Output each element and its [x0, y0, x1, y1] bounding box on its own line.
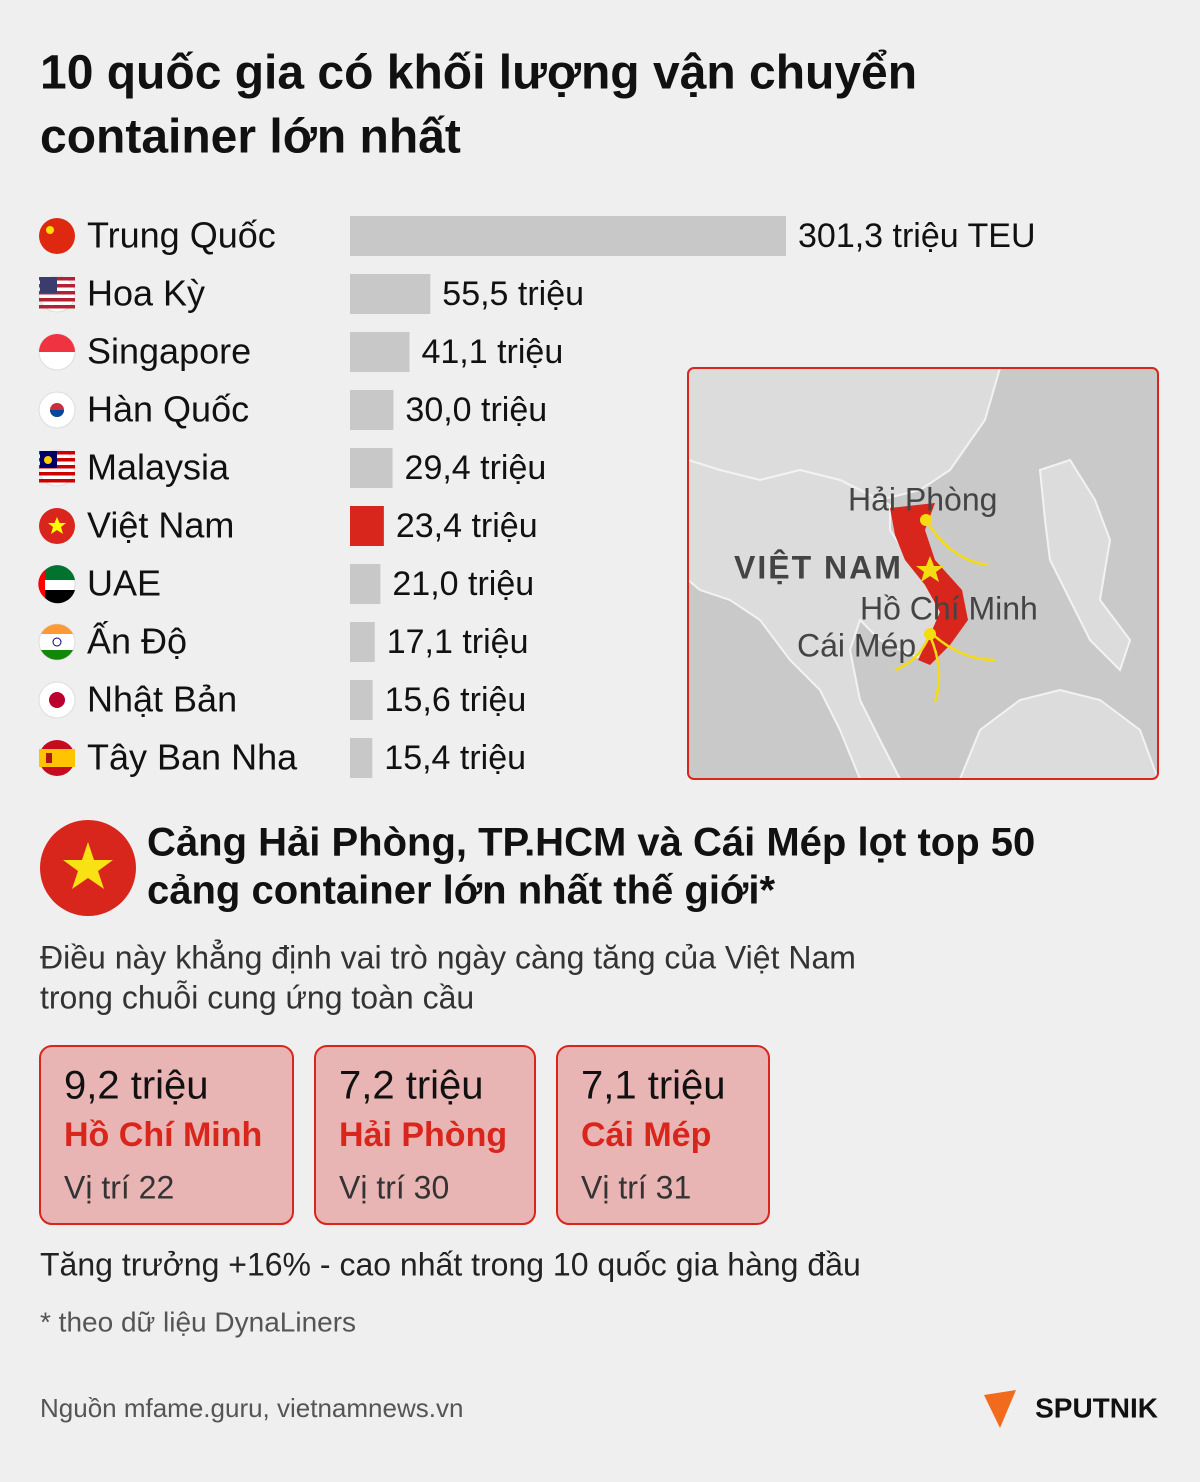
footnote: * theo dữ liệu DynaLiners: [40, 1306, 356, 1337]
category-label: Hoa Kỳ: [87, 273, 205, 314]
flag-icon: [38, 623, 76, 661]
map-land: [958, 688, 1158, 779]
value-label: 55,5 triệu: [442, 275, 584, 313]
flag: [39, 298, 75, 302]
value-label: 17,1 triệu: [387, 623, 529, 661]
value-label: 29,4 triệu: [405, 449, 547, 487]
value-label: 41,1 triệu: [421, 333, 563, 371]
flag: [41, 624, 73, 634]
value-label: 30,0 triệu: [405, 391, 547, 429]
port-rank: Vị trí 22: [64, 1169, 174, 1205]
port-name: Hồ Chí Minh: [64, 1116, 262, 1154]
flag: [45, 590, 75, 604]
flag: [44, 456, 52, 464]
logo: SPUTNIK: [1035, 1392, 1158, 1423]
title: 10 quốc gia có khối lượng vận chuyển: [40, 47, 917, 100]
flag: [39, 334, 75, 352]
flag: [39, 472, 75, 476]
value-label: 15,4 triệu: [384, 739, 526, 777]
port-name: Cái Mép: [581, 1116, 711, 1154]
callout-title: Cảng Hải Phòng, TP.HCM và Cái Mép lọt to…: [147, 821, 1035, 865]
bar: [350, 506, 384, 546]
port-name: Hải Phòng: [339, 1116, 507, 1154]
flag: [41, 650, 73, 660]
value-label: 301,3 triệu TEU: [798, 217, 1036, 255]
title: container lớn nhất: [40, 111, 461, 164]
port-card: [39, 1045, 294, 1225]
category-label: Việt Nam: [87, 505, 234, 546]
map-label: Cái Mép: [797, 627, 916, 663]
flag-icon: [38, 681, 76, 719]
map-markers: [916, 514, 944, 640]
map-land: [688, 458, 957, 779]
category-label: UAE: [87, 563, 161, 604]
category-label: Trung Quốc: [87, 215, 276, 256]
category-label: Malaysia: [87, 447, 230, 488]
category-label: Hàn Quốc: [87, 389, 249, 430]
category-label: Nhật Bản: [87, 679, 237, 720]
map-label: Hải Phòng: [848, 481, 997, 517]
flag: [49, 692, 65, 708]
callout-text: Điều này khẳng định vai trò ngày càng tă…: [40, 939, 856, 975]
port-volume: 7,2 triệu: [339, 1064, 484, 1108]
category-label: Tây Ban Nha: [87, 737, 298, 778]
flag: [39, 218, 75, 254]
port-card: [314, 1045, 536, 1225]
flag: [39, 305, 75, 309]
port-rank: Vị trí 30: [339, 1169, 449, 1205]
map-land: [1038, 458, 1132, 672]
bar: [350, 390, 394, 430]
map-label: Hồ Chí Minh: [860, 590, 1038, 626]
port-rank: Vị trí 31: [581, 1169, 691, 1205]
callout-title: cảng container lớn nhất thế giới*: [147, 869, 775, 913]
flag: [46, 226, 54, 234]
category-label: Ấn Độ: [87, 621, 187, 662]
flag-icon: [38, 391, 76, 429]
bar: [350, 332, 410, 372]
flag-icon: [39, 508, 75, 544]
logo-mark: [984, 1390, 1016, 1428]
bar: [350, 680, 373, 720]
map-label: VIỆT NAM: [734, 549, 903, 585]
growth-text: Tăng trưởng +16% - cao nhất trong 10 quố…: [40, 1246, 861, 1282]
value-label: 23,4 triệu: [396, 507, 538, 545]
bar: [350, 216, 786, 256]
value-label: 21,0 triệu: [392, 565, 534, 603]
flag-icon: [39, 218, 75, 254]
flag-icon: [38, 333, 76, 371]
bar: [350, 622, 375, 662]
flag: [46, 753, 52, 763]
flag-icon: [39, 740, 75, 776]
flag: [50, 410, 64, 417]
callout-text: trong chuỗi cung ứng toàn cầu: [40, 979, 474, 1015]
flag-star: [63, 842, 113, 889]
bar: [350, 274, 431, 314]
port-volume: 9,2 triệu: [64, 1064, 209, 1108]
flag-icon: [38, 275, 76, 313]
flag: [45, 565, 75, 580]
flag: [39, 479, 75, 483]
map-vietnam: [890, 503, 968, 665]
map: Hải Phòng VIỆT NAM Hồ Chí Minh Cái Mép: [687, 367, 1159, 780]
flag-icon: [38, 565, 76, 604]
port-volume: 7,1 triệu: [581, 1064, 726, 1108]
source: Nguồn mfame.guru, vietnamnews.vn: [40, 1393, 463, 1423]
flag-icon: [38, 449, 76, 487]
flag: [40, 277, 57, 293]
flag: [52, 637, 62, 647]
flag: [38, 570, 45, 598]
bar: [350, 564, 381, 604]
bar: [350, 738, 373, 778]
map-frame: [687, 367, 1159, 780]
flag: [39, 749, 75, 767]
category-label: Singapore: [87, 331, 251, 372]
value-label: 15,6 triệu: [385, 681, 527, 719]
port-card: [556, 1045, 770, 1225]
port-cards: 9,2 triệu Hồ Chí Minh Vị trí 22 7,2 triệu Hả…: [39, 1045, 770, 1225]
flag: [48, 517, 66, 534]
bar: [350, 448, 393, 488]
